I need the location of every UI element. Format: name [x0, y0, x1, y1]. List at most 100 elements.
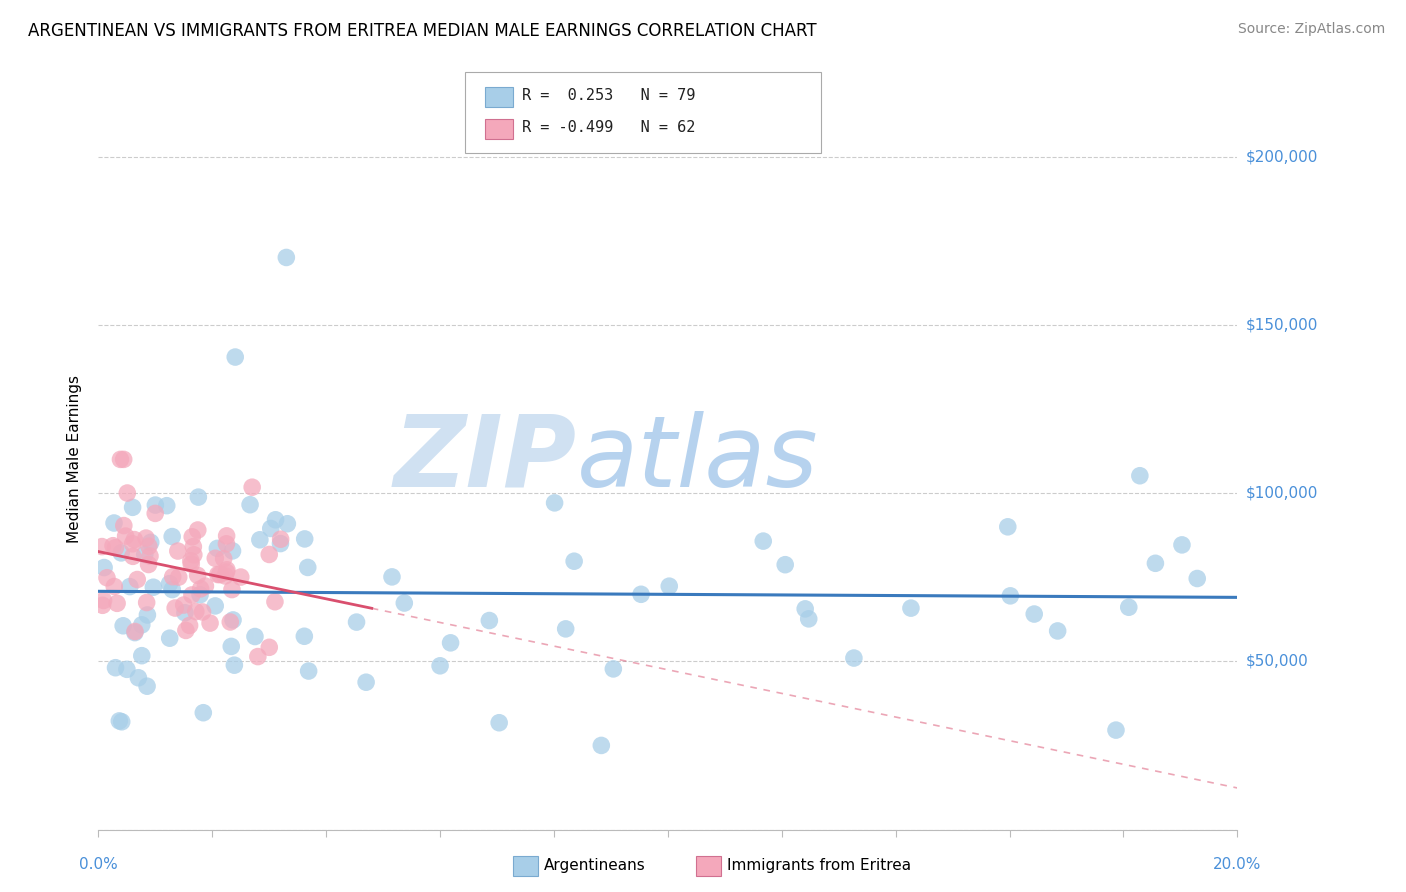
Point — [103, 580, 125, 594]
Point — [121, 549, 143, 564]
Point — [166, 544, 188, 558]
Point — [194, 579, 217, 593]
Point — [198, 616, 221, 631]
Point — [174, 606, 197, 620]
Point — [181, 530, 204, 544]
Point — [180, 554, 202, 568]
Point — [159, 631, 181, 645]
Point — [104, 541, 127, 555]
Text: Immigrants from Eritrea: Immigrants from Eritrea — [727, 858, 911, 872]
Point — [142, 580, 165, 594]
Point — [270, 533, 292, 547]
Point — [602, 662, 624, 676]
Point — [219, 615, 242, 629]
Text: $100,000: $100,000 — [1246, 485, 1317, 500]
Text: R = -0.499   N = 62: R = -0.499 N = 62 — [522, 120, 695, 135]
Point — [204, 551, 226, 566]
Point — [124, 624, 146, 639]
Point — [259, 640, 281, 655]
Point — [224, 350, 246, 364]
Point — [114, 529, 136, 543]
Point — [105, 596, 128, 610]
Point — [222, 613, 245, 627]
Point — [156, 499, 179, 513]
Point — [136, 679, 159, 693]
Point — [127, 671, 149, 685]
Point — [221, 582, 243, 597]
Point — [297, 560, 319, 574]
Point — [215, 565, 238, 579]
Point — [174, 624, 197, 638]
Point — [294, 532, 316, 546]
Point — [752, 534, 775, 549]
Point — [138, 558, 160, 572]
Point — [488, 715, 510, 730]
Point — [478, 614, 501, 628]
Point — [180, 557, 202, 571]
Point — [112, 619, 135, 633]
Point — [112, 452, 135, 467]
Y-axis label: Median Male Earnings: Median Male Earnings — [67, 376, 83, 543]
Point — [215, 563, 238, 577]
Point — [276, 251, 298, 265]
Point — [224, 658, 246, 673]
Text: 0.0%: 0.0% — [79, 857, 118, 872]
Point — [346, 615, 368, 629]
Point — [101, 539, 124, 553]
Point — [165, 601, 187, 615]
Point — [997, 520, 1019, 534]
Point — [118, 580, 141, 594]
Point — [190, 582, 212, 596]
Point — [276, 516, 298, 531]
Point — [204, 599, 226, 613]
Point — [93, 560, 115, 574]
Text: Source: ZipAtlas.com: Source: ZipAtlas.com — [1237, 22, 1385, 37]
Point — [180, 588, 202, 602]
Text: 20.0%: 20.0% — [1213, 857, 1261, 872]
Point — [292, 629, 315, 643]
Point — [110, 546, 132, 560]
Point — [135, 531, 157, 545]
Point — [139, 549, 162, 563]
Point — [239, 498, 262, 512]
Point — [630, 587, 652, 601]
Point — [264, 513, 287, 527]
Point — [191, 605, 214, 619]
Point — [1144, 556, 1167, 570]
Point — [842, 651, 865, 665]
Point — [394, 596, 416, 610]
Point — [108, 714, 131, 728]
Point — [179, 618, 201, 632]
Point — [134, 547, 156, 561]
Point — [212, 551, 235, 566]
Point — [1105, 723, 1128, 738]
Point — [162, 582, 184, 597]
Point — [1118, 600, 1140, 615]
Point — [207, 567, 229, 582]
Point — [145, 498, 167, 512]
Point — [104, 661, 127, 675]
Text: $50,000: $50,000 — [1246, 654, 1309, 669]
Point — [562, 554, 585, 568]
Point — [115, 662, 138, 676]
Point — [240, 480, 263, 494]
Point — [554, 622, 576, 636]
Text: R =  0.253   N = 79: R = 0.253 N = 79 — [522, 88, 695, 103]
Point — [187, 568, 209, 582]
Point — [138, 539, 160, 553]
Point — [243, 630, 266, 644]
Point — [167, 570, 190, 584]
Point — [219, 640, 242, 654]
Point — [439, 636, 461, 650]
Point — [111, 714, 134, 729]
Point — [658, 579, 681, 593]
Point — [207, 541, 229, 556]
Point — [121, 537, 143, 551]
Text: atlas: atlas — [576, 411, 818, 508]
Point — [215, 529, 238, 543]
Point — [91, 599, 114, 613]
Point — [794, 602, 817, 616]
Point — [1187, 572, 1209, 586]
Point — [131, 618, 153, 632]
Point — [173, 598, 195, 612]
